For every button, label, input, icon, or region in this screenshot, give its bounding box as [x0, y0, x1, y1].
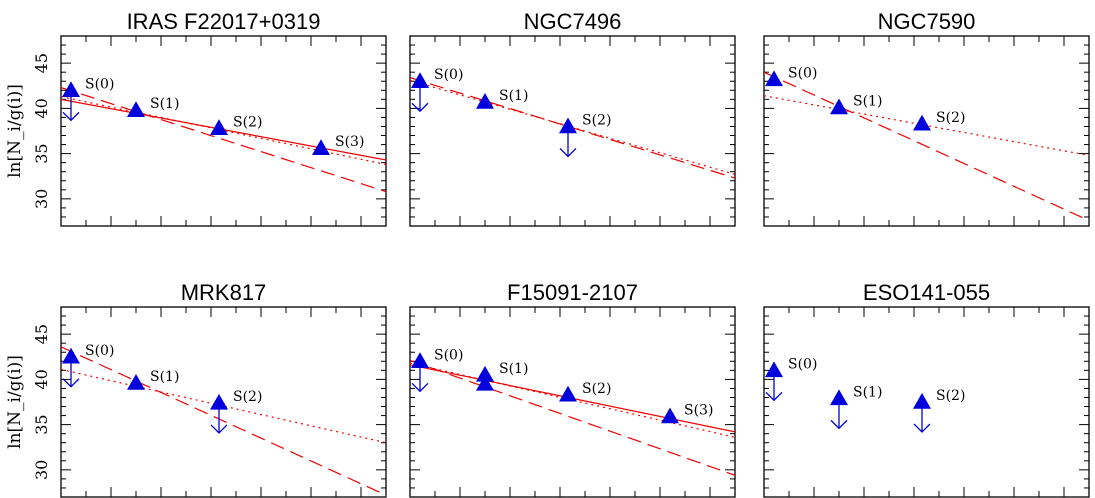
point-label: S(0) [434, 67, 463, 83]
y-tick-label: 35 [32, 414, 51, 434]
upper-limit-arrowhead [62, 111, 80, 122]
point-label: S(1) [853, 384, 882, 400]
point-label: S(0) [788, 65, 817, 81]
y-tick-label: 40 [32, 369, 51, 389]
data-point-marker [913, 393, 931, 409]
point-label: S(1) [150, 369, 179, 385]
data-point-marker [476, 365, 494, 382]
upper-limit-arrowhead [411, 382, 429, 393]
data-point-marker [62, 81, 80, 98]
fit-line-dotted [764, 95, 1089, 157]
panel-title: F15091-2107 [507, 280, 638, 305]
upper-limit-arrowhead [913, 423, 931, 433]
data-point-marker [830, 389, 848, 406]
fit-line-dotted [410, 362, 735, 438]
data-point-marker [661, 407, 679, 424]
upper-limit-arrowhead [559, 148, 577, 158]
y-tick-label: 35 [32, 143, 51, 163]
panel-title: NGC7590 [878, 9, 976, 34]
point-label: S(1) [853, 93, 882, 109]
data-point-marker [127, 101, 145, 117]
panel-title: MRK817 [181, 280, 267, 305]
plot-frame [60, 306, 387, 498]
data-point-marker [830, 98, 848, 115]
point-label: S(3) [335, 134, 364, 150]
data-point-marker [765, 70, 783, 87]
point-label: S(3) [684, 402, 713, 418]
y-axis-label: ln[N_i/g(i)] [5, 84, 25, 178]
point-label: S(2) [582, 381, 611, 397]
fit-line-dotted [61, 96, 386, 166]
plot-frame [409, 306, 736, 498]
panel-title: IRAS F22017+0319 [127, 9, 321, 34]
y-tick-label: 40 [32, 98, 51, 118]
data-point-marker [62, 347, 80, 364]
data-point-marker [765, 361, 783, 378]
point-label: S(0) [85, 76, 114, 92]
point-label: S(2) [936, 388, 965, 404]
upper-limit-arrowhead [210, 424, 228, 434]
data-point-marker [127, 374, 145, 390]
data-point-marker [476, 374, 494, 391]
point-label: S(0) [788, 356, 817, 372]
point-label: S(1) [499, 88, 528, 104]
point-label: S(0) [85, 343, 114, 359]
upper-limit-arrowhead [411, 102, 429, 113]
point-label: S(1) [150, 96, 179, 112]
data-point-marker [411, 72, 429, 88]
plot-frame [60, 35, 387, 227]
fit-line-dashed [61, 346, 386, 496]
fit-line-dashed [764, 71, 1089, 222]
data-point-marker [210, 393, 228, 410]
y-axis-label: ln[N_i/g(i)] [5, 355, 25, 449]
point-label: S(1) [499, 361, 528, 377]
upper-limit-arrowhead [765, 391, 783, 402]
data-point-marker [476, 93, 494, 109]
point-label: S(0) [434, 347, 463, 363]
point-label: S(2) [582, 112, 611, 128]
data-point-marker [913, 114, 931, 131]
data-point-marker [559, 385, 577, 402]
y-tick-label: 30 [32, 460, 51, 480]
y-tick-label: 45 [32, 324, 51, 344]
data-point-marker [411, 352, 429, 369]
fit-line-dotted [61, 368, 386, 444]
point-label: S(2) [233, 389, 262, 405]
data-point-marker [559, 117, 577, 134]
plot-frame [409, 35, 736, 227]
plot-frame [763, 35, 1090, 227]
fit-line-dashed [61, 86, 386, 193]
plot-frame [763, 306, 1090, 498]
y-tick-label: 45 [32, 53, 51, 73]
point-label: S(2) [936, 110, 965, 126]
panel-title: NGC7496 [524, 9, 622, 34]
y-tick-label: 30 [32, 189, 51, 209]
fit-line-dashed [410, 359, 735, 476]
upper-limit-arrowhead [830, 419, 848, 430]
upper-limit-arrowhead [62, 378, 80, 388]
point-label: S(2) [233, 114, 262, 130]
panel-title: ESO141-055 [863, 280, 990, 305]
data-point-marker [210, 119, 228, 136]
data-point-marker [312, 139, 330, 155]
